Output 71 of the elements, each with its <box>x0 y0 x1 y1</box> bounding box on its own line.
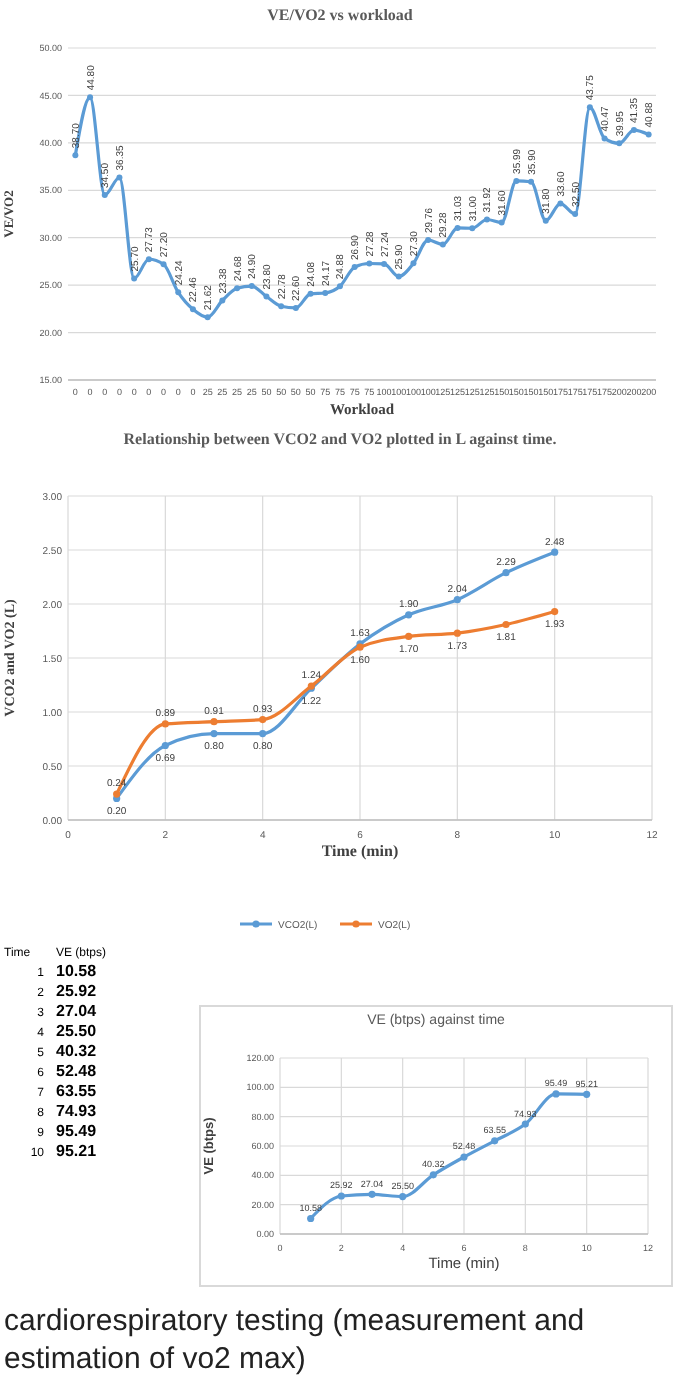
point <box>502 620 510 629</box>
point <box>210 730 218 738</box>
point <box>453 629 461 637</box>
point <box>131 275 138 282</box>
point <box>336 283 343 290</box>
point <box>259 715 267 724</box>
text: 10.58 <box>56 962 97 980</box>
point <box>263 293 270 300</box>
point <box>395 273 402 280</box>
point <box>583 1090 591 1098</box>
point <box>161 720 169 728</box>
point <box>234 285 241 292</box>
point <box>101 192 108 199</box>
point <box>405 611 413 619</box>
text: 74.93 <box>56 1102 97 1120</box>
point <box>645 131 652 138</box>
point <box>552 1090 560 1098</box>
point <box>429 1171 437 1179</box>
point <box>351 264 358 271</box>
point <box>189 306 196 313</box>
x-axis-title: Time (min) <box>321 842 399 860</box>
text: 52.48 <box>56 1062 97 1080</box>
point <box>307 1214 315 1223</box>
point <box>410 260 417 267</box>
point <box>572 211 579 217</box>
point <box>557 200 564 207</box>
point <box>337 1192 345 1200</box>
chart-title: VE/VO2 vs workload <box>267 6 414 24</box>
text: 63.55 <box>56 1082 97 1100</box>
point <box>145 256 152 263</box>
point <box>175 289 182 296</box>
point <box>616 140 623 147</box>
point <box>551 607 559 616</box>
text: 25.50 <box>56 1022 97 1040</box>
point <box>405 632 413 640</box>
chart-title: Relationship between VCO2 and VO2 plotted in L against time. <box>123 430 557 448</box>
point <box>521 1120 529 1128</box>
point <box>87 94 94 101</box>
text: cardiorespiratory testing (measurement and estimation of vo2 max) <box>4 1304 585 1376</box>
point <box>586 104 593 111</box>
point <box>601 135 608 142</box>
point <box>399 1193 407 1201</box>
point <box>204 314 211 321</box>
text: 40.32 <box>56 1042 97 1060</box>
point <box>460 1153 468 1161</box>
text: 27.04 <box>56 1002 97 1020</box>
point <box>528 178 535 185</box>
point <box>453 596 461 604</box>
point <box>210 718 218 726</box>
text: 95.49 <box>56 1122 97 1140</box>
point <box>454 224 461 231</box>
point <box>368 1190 376 1198</box>
point <box>307 290 314 297</box>
text: 95.21 <box>56 1142 97 1160</box>
point <box>483 216 490 223</box>
point <box>161 741 169 750</box>
point <box>439 241 446 248</box>
point <box>502 569 510 577</box>
point <box>72 152 79 159</box>
point <box>469 225 476 232</box>
text: 25.92 <box>56 982 97 1000</box>
point <box>219 297 226 304</box>
point <box>278 303 285 310</box>
point <box>551 548 559 556</box>
point <box>259 730 267 738</box>
point <box>491 1137 499 1145</box>
point <box>366 260 373 267</box>
point <box>160 261 167 268</box>
point <box>498 219 505 226</box>
point <box>542 217 549 224</box>
point <box>116 174 123 181</box>
